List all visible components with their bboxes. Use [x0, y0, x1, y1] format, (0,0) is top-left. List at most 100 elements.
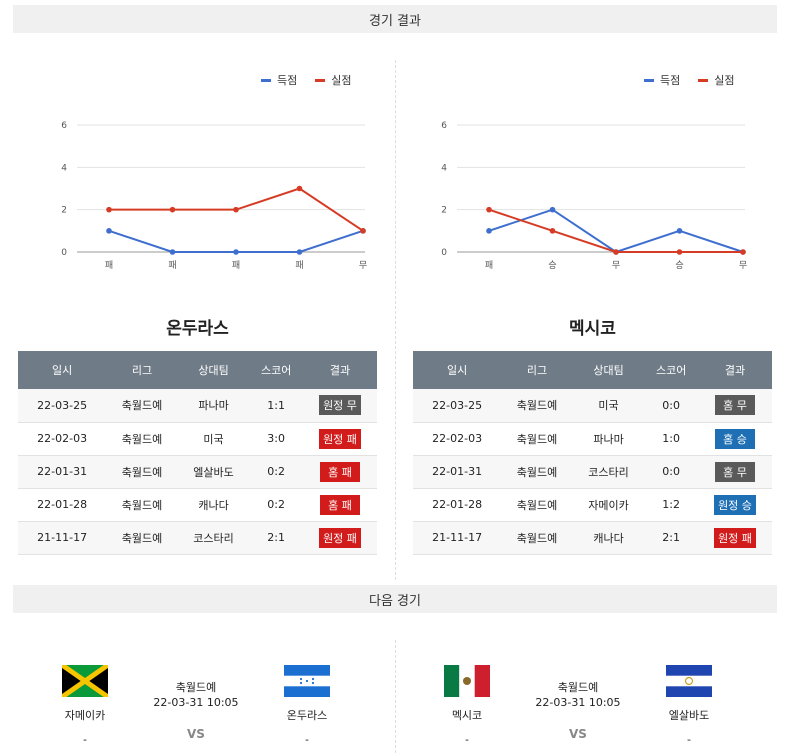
cell-league: 축월드예	[106, 389, 178, 423]
x-tick-label: 무	[739, 260, 747, 271]
col-date: 일시	[413, 351, 502, 389]
data-point	[486, 228, 492, 234]
cell-date: 22-01-28	[413, 488, 502, 522]
y-tick-label: 6	[441, 121, 447, 131]
data-point	[169, 206, 176, 213]
next-away-team-1[interactable]: 온두라스 -	[257, 665, 357, 746]
table-row: 22-02-03 축월드예 미국 3:0 원정 패	[18, 422, 377, 456]
cell-score: 0:0	[644, 455, 698, 489]
cell-date: 22-01-31	[18, 455, 107, 489]
chart-legend-right: 득점 실점	[644, 72, 735, 88]
cell-date: 22-01-28	[18, 488, 107, 522]
next-home-name-2: 멕시코	[451, 709, 483, 722]
y-tick-label: 0	[61, 248, 67, 258]
data-point	[486, 206, 492, 213]
col-date: 일시	[18, 351, 107, 389]
cell-opponent: 미국	[572, 389, 645, 423]
legend-label-conceded: 실점	[714, 74, 735, 87]
team-title-right: 멕시코	[569, 319, 616, 339]
result-badge: 원정 승	[714, 494, 756, 515]
x-tick-label: 무	[612, 260, 620, 271]
cell-score: 0:2	[249, 455, 303, 489]
legend-item-conceded: 실점	[315, 72, 352, 88]
y-tick-label: 2	[61, 206, 67, 216]
cell-opponent: 파나마	[177, 389, 250, 423]
next-datetime-2: 22-03-31 10:05	[535, 696, 621, 709]
el-salvador-flag-icon	[666, 665, 712, 697]
cell-result: 원정 무	[302, 389, 377, 423]
result-badge: 원정 패	[319, 527, 361, 548]
legend-swatch-scored	[261, 78, 271, 82]
cell-league: 축월드예	[501, 488, 573, 522]
table-row: 21-11-17 축월드예 캐나다 2:1 원정 패	[413, 521, 772, 555]
result-badge: 홈 패	[319, 461, 360, 482]
legend-item-scored: 득점	[644, 72, 680, 88]
next-home-name-1: 자메이카	[64, 709, 106, 722]
results-divider	[395, 60, 396, 580]
cell-opponent: 캐나다	[572, 521, 645, 555]
line-chart-right: 0 2 4 6 패 승 무 승 무	[435, 115, 755, 279]
cell-opponent: 미국	[177, 422, 250, 456]
cell-opponent: 자메이카	[572, 488, 645, 522]
cell-date: 21-11-17	[413, 521, 502, 555]
data-point	[549, 228, 556, 234]
result-badge: 홈 패	[319, 494, 360, 515]
cell-league: 축월드예	[501, 521, 573, 555]
y-tick-label: 0	[441, 248, 447, 258]
cell-date: 22-03-25	[413, 389, 502, 423]
next-league-1: 축월드예	[175, 681, 217, 694]
next-away-name-1: 온두라스	[286, 709, 328, 722]
cell-league: 축월드예	[501, 389, 573, 423]
table-row: 21-11-17 축월드예 코스타리 2:1 원정 패	[18, 521, 377, 555]
cell-league: 축월드예	[106, 422, 178, 456]
honduras-flag-icon	[284, 665, 330, 697]
chart-legend-left: 득점 실점	[261, 72, 352, 88]
col-league: 리그	[106, 351, 178, 389]
x-tick-label: 패	[168, 260, 176, 271]
jamaica-flag-icon	[62, 665, 108, 697]
cell-result: 원정 패	[302, 422, 377, 456]
table-row: 22-02-03 축월드예 파나마 1:0 홈 승	[413, 422, 772, 456]
table-row: 22-03-25 축월드예 미국 0:0 홈 무	[413, 389, 772, 423]
cell-date: 22-02-03	[413, 422, 502, 456]
table-row: 22-01-28 축월드예 자메이카 1:2 원정 승	[413, 488, 772, 522]
mexico-flag-icon	[444, 665, 490, 697]
next-home-team-1[interactable]: 자메이카 -	[35, 665, 135, 746]
cell-opponent: 캐나다	[177, 488, 250, 522]
next-home-dash-2: -	[465, 733, 469, 746]
next-away-name-2: 엘살바도	[668, 709, 710, 722]
col-opponent: 상대팀	[177, 351, 250, 389]
cell-opponent: 코스타리	[572, 455, 645, 489]
data-point	[549, 206, 556, 213]
col-opponent: 상대팀	[572, 351, 645, 389]
legend-swatch-scored	[644, 78, 654, 82]
legend-label-scored: 득점	[660, 74, 681, 87]
cell-result: 홈 무	[697, 389, 772, 423]
table-row: 22-01-31 축월드예 엘살바도 0:2 홈 패	[18, 455, 377, 489]
next-datetime-1: 22-03-31 10:05	[153, 696, 239, 709]
results-table-right: 일시 리그 상대팀 스코어 결과 22-03-25 축월드예 미국 0:0 홈 무 22-…	[413, 351, 772, 555]
cell-league: 축월드예	[501, 422, 573, 456]
legend-label-conceded: 실점	[331, 74, 352, 87]
y-tick-label: 4	[441, 163, 447, 173]
next-league-2: 축월드예	[557, 681, 599, 694]
result-badge: 원정 패	[319, 428, 361, 449]
next-home-team-2[interactable]: 멕시코 -	[417, 665, 517, 746]
cell-score: 1:1	[249, 389, 303, 423]
x-tick-label: 패	[485, 260, 493, 271]
x-tick-label: 승	[675, 260, 683, 271]
cell-opponent: 코스타리	[177, 521, 250, 555]
legend-label-scored: 득점	[277, 74, 298, 87]
data-point	[106, 206, 112, 213]
cell-result: 원정 승	[697, 488, 772, 522]
cell-score: 0:2	[249, 488, 303, 522]
cell-result: 홈 무	[697, 455, 772, 489]
x-tick-label: 무	[359, 260, 367, 271]
next-away-team-2[interactable]: 엘살바도 -	[639, 665, 739, 746]
team-title-left: 온두라스	[166, 319, 229, 339]
result-badge: 홈 무	[714, 395, 755, 416]
cell-score: 1:2	[644, 488, 698, 522]
series-line-scored	[108, 229, 364, 253]
data-point	[676, 228, 683, 234]
